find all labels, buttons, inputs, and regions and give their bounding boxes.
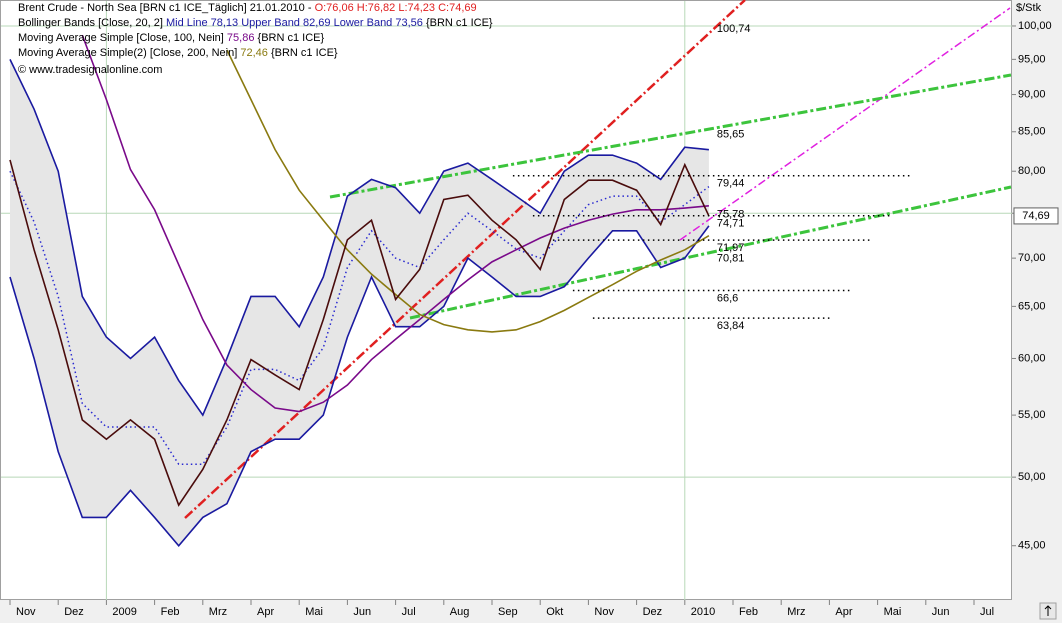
y-tick-label: 85,00: [1018, 126, 1046, 138]
series-line: [9, 225, 710, 547]
x-tick-label: Apr: [835, 606, 852, 618]
x-tick-label: Nov: [16, 606, 36, 618]
y-axis-title: $/Stk: [1016, 2, 1042, 14]
trend-line: [329, 73, 1012, 199]
x-tick-label: Mrz: [787, 606, 805, 618]
y-tick-label: 60,00: [1018, 352, 1046, 364]
level-label: 66,6: [717, 292, 738, 304]
legend-value: 82,69: [303, 17, 331, 29]
legend-text: Mid Line: [166, 17, 208, 29]
x-tick-label: Aug: [450, 606, 470, 618]
y-tick-label: 95,00: [1018, 53, 1046, 65]
x-tick-label: Okt: [546, 606, 563, 618]
y-tick-label: 65,00: [1018, 300, 1046, 312]
legend-text: Moving Average Simple(2) [Close, 200, Ne…: [18, 47, 237, 59]
x-tick-label: Jun: [353, 606, 371, 618]
legend-value: 72,46: [240, 47, 268, 59]
y-tick-label: 45,00: [1018, 540, 1046, 552]
y-tick-label: 55,00: [1018, 409, 1046, 421]
series-line: [9, 59, 709, 417]
trend-lines: [184, 0, 1012, 519]
band-fill: [10, 59, 709, 546]
price-box: [1013, 207, 1059, 225]
legend-value: 75,86: [227, 32, 255, 44]
trend-label: 85,65: [717, 129, 745, 141]
legend-text: Lower Band: [334, 17, 393, 29]
x-tick-label: Apr: [257, 606, 274, 618]
x-tick-label: Mrz: [209, 606, 227, 618]
x-tick-label: Sep: [498, 606, 518, 618]
legend-entry: Brent Crude - North Sea [BRN c1 ICE_Tägl…: [18, 2, 477, 14]
legend-text: 21.01.2010 -: [250, 2, 312, 14]
legend-text: {BRN c1 ICE}: [271, 47, 338, 59]
x-tick-label: Mai: [305, 606, 323, 618]
legend-entry: Moving Average Simple(2) [Close, 200, Ne…: [18, 47, 338, 59]
trend-label: 100,74: [717, 23, 751, 35]
x-tick-label: Jun: [932, 606, 950, 618]
series-line: [9, 159, 710, 507]
watermark: © www.tradesignalonline.com: [18, 64, 162, 76]
x-tick-label: Nov: [594, 606, 614, 618]
y-tick-label: 50,00: [1018, 471, 1046, 483]
legend-text: Bollinger Bands [Close, 20, 2]: [18, 17, 163, 29]
legend-text: {BRN c1 ICE}: [426, 17, 493, 29]
trend-label: 70,81: [717, 253, 745, 265]
level-label: 63,84: [717, 320, 745, 332]
x-tick-label: Dez: [64, 606, 84, 618]
x-tick-label: Jul: [402, 606, 416, 618]
y-tick-label: 90,00: [1018, 88, 1046, 100]
legend: Brent Crude - North Sea [BRN c1 ICE_Tägl…: [18, 2, 493, 76]
trend-line: [679, 7, 1011, 241]
legend-text: Moving Average Simple [Close, 100, Nein]: [18, 32, 224, 44]
price-label: 74,69: [1022, 210, 1050, 222]
legend-entry: Moving Average Simple [Close, 100, Nein]…: [18, 32, 324, 44]
level-label: 74,71: [717, 218, 745, 230]
level-label: 79,44: [717, 178, 745, 190]
series-line: [81, 34, 709, 413]
trend-line: [184, 0, 746, 519]
x-tick-label: Feb: [739, 606, 758, 618]
x-tick-label: Jul: [980, 606, 994, 618]
y-tick-label: 70,00: [1018, 252, 1046, 264]
y-tick-label: 100,00: [1018, 20, 1052, 32]
legend-text: {BRN c1 ICE}: [258, 32, 325, 44]
trend-line: [409, 185, 1012, 320]
legend-entry: Bollinger Bands [Close, 20, 2] Mid Line …: [18, 17, 493, 29]
legend-value: 73,56: [395, 17, 423, 29]
level-label: 71,97: [717, 242, 745, 254]
x-tick-label: Mai: [884, 606, 902, 618]
legend-text: Brent Crude - North Sea [BRN c1 ICE_Tägl…: [18, 2, 247, 14]
x-tick-label: Feb: [161, 606, 180, 618]
x-tick-label: Dez: [643, 606, 663, 618]
legend-value: 78,13: [211, 17, 239, 29]
legend-text: Upper Band: [241, 17, 300, 29]
x-tick-label: 2009: [112, 606, 136, 618]
legend-value: O:76,06 H:76,82 L:74,23 C:74,69: [315, 2, 477, 14]
y-tick-label: 80,00: [1018, 165, 1046, 177]
series-line: [9, 170, 710, 466]
trend-label: 75,78: [717, 208, 745, 220]
series-line: [226, 49, 710, 333]
x-tick-label: 2010: [691, 606, 715, 618]
scroll-arrow[interactable]: [1044, 605, 1052, 616]
